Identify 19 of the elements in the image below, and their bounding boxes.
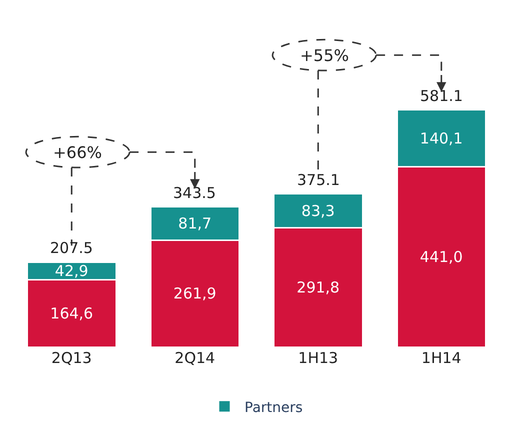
data-label: 83,3 [301,202,335,220]
total-label: 207.5 [50,239,93,257]
text: +55% [300,46,349,65]
total-label: 581.1 [420,87,463,105]
total-label: 375.1 [297,171,340,189]
x-tick-label: 1H14 [421,349,462,367]
total-label: 343.5 [173,184,216,202]
data-label: 441,0 [420,248,463,266]
data-label: 291,8 [296,278,340,296]
x-tick-label: 2Q13 [51,349,92,367]
x-tick-label: 2Q14 [174,349,216,367]
data-label: 140,1 [420,129,463,148]
data-label: 42,9 [54,262,88,280]
data-label: 164,6 [50,304,94,322]
data-label: 81,7 [178,214,212,232]
annotation: +66% [53,143,102,162]
x-tick-label: 1H13 [298,349,338,367]
legend-label: Partners [244,400,303,416]
data-label: 261,9 [173,284,216,303]
